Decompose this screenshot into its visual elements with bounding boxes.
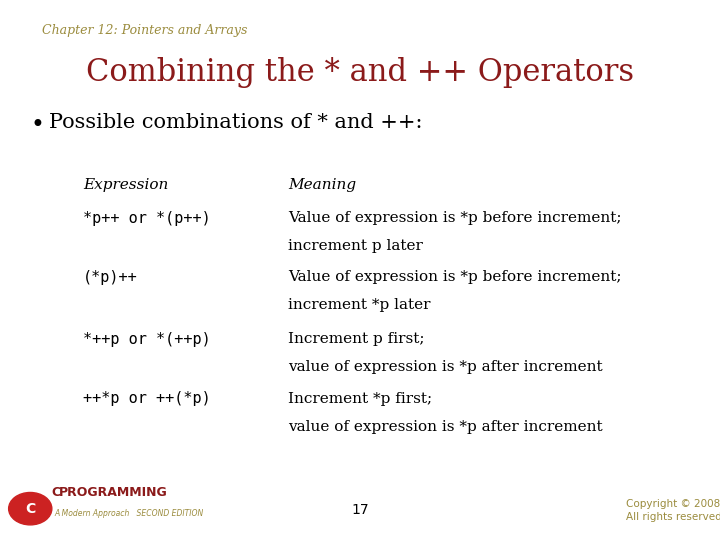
Text: •: • (30, 113, 44, 137)
Text: Meaning: Meaning (288, 178, 356, 192)
Text: ++*p or ++(*p): ++*p or ++(*p) (83, 392, 210, 407)
Text: Expression: Expression (83, 178, 168, 192)
Text: (*p)++: (*p)++ (83, 270, 138, 285)
Text: Possible combinations of * and ++:: Possible combinations of * and ++: (49, 113, 423, 132)
Text: Combining the * and ++ Operators: Combining the * and ++ Operators (86, 57, 634, 87)
Text: value of expression is *p after increment: value of expression is *p after incremen… (288, 420, 603, 434)
Text: Copyright © 2008 W. W. Norton & Company.
All rights reserved.: Copyright © 2008 W. W. Norton & Company.… (626, 499, 720, 522)
Text: increment *p later: increment *p later (288, 298, 431, 312)
Text: C: C (25, 502, 35, 516)
Text: Value of expression is *p before increment;: Value of expression is *p before increme… (288, 211, 621, 225)
Text: PROGRAMMING: PROGRAMMING (59, 487, 168, 500)
Text: Increment p first;: Increment p first; (288, 332, 425, 346)
Text: Value of expression is *p before increment;: Value of expression is *p before increme… (288, 270, 621, 284)
Text: *p++ or *(p++): *p++ or *(p++) (83, 211, 210, 226)
Text: value of expression is *p after increment: value of expression is *p after incremen… (288, 360, 603, 374)
Text: C: C (52, 487, 61, 500)
Text: A Modern Approach   SECOND EDITION: A Modern Approach SECOND EDITION (54, 509, 203, 518)
Circle shape (9, 492, 52, 525)
Text: 17: 17 (351, 503, 369, 517)
Text: increment p later: increment p later (288, 239, 423, 253)
Text: *++p or *(++p): *++p or *(++p) (83, 332, 210, 347)
Text: Increment *p first;: Increment *p first; (288, 392, 432, 406)
Text: Chapter 12: Pointers and Arrays: Chapter 12: Pointers and Arrays (42, 24, 247, 37)
